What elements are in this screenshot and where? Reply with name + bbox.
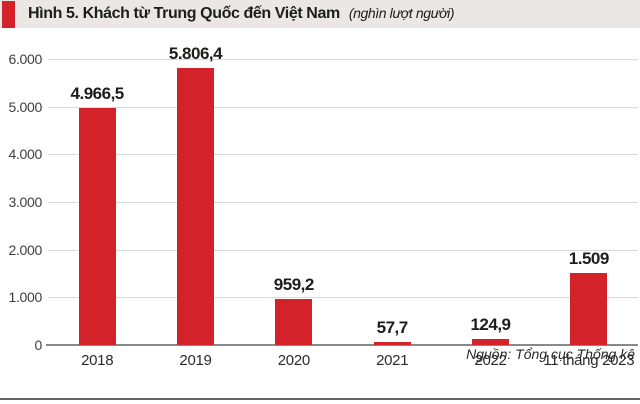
gridline (48, 154, 638, 156)
gridline (48, 297, 638, 299)
y-axis-tick-label: 5.000 (8, 98, 42, 115)
bar-value-label: 124,9 (470, 315, 511, 335)
x-axis-category-label: 2022 (474, 352, 507, 369)
source-note: Nguồn: Tổng cục Thống kê (466, 346, 635, 362)
gridline (48, 202, 638, 203)
y-axis-tick-label: 1.000 (8, 289, 42, 306)
bar-value-label: 57,7 (376, 318, 409, 338)
gridline (48, 249, 638, 251)
y-axis-tick-label: 6.000 (8, 51, 42, 67)
red-accent-block (2, 1, 15, 28)
gridline (48, 106, 638, 108)
x-axis-category-label: 2019 (179, 352, 212, 369)
bar (373, 342, 411, 345)
bar-value-label: 4.966,5 (70, 84, 125, 104)
y-axis-tick-label: 0 (34, 337, 43, 353)
y-axis-tick-label: 2.000 (8, 241, 42, 258)
figure-title: Hình 5. Khách từ Trung Quốc đến Việt Nam (28, 5, 340, 22)
x-axis-line (46, 344, 638, 346)
x-axis-category-label: 11 tháng 2023 (543, 352, 635, 369)
bottom-divider (0, 398, 640, 400)
bar-chart: 0 1.000 2.000 3.000 4.000 5.000 6.000 4.966,5 20… (0, 28, 640, 404)
bar (275, 299, 313, 345)
figure-header: Hình 5. Khách từ Trung Quốc đến Việt Nam… (0, 0, 640, 28)
y-axis-tick-label: 3.000 (8, 194, 42, 210)
bar (177, 68, 214, 345)
x-axis-category-label: 2021 (376, 352, 409, 369)
bar-value-label: 959,2 (273, 275, 315, 295)
bar (570, 273, 608, 345)
x-axis-category-label: 2018 (81, 352, 114, 369)
figure-unit-label: (nghìn lượt người) (348, 5, 455, 21)
bar-value-label: 5.806,4 (168, 44, 223, 64)
bar (78, 108, 116, 345)
gridline (48, 59, 638, 60)
y-axis-tick-label: 4.000 (8, 146, 42, 163)
bar (472, 339, 509, 345)
bar-value-label: 1.509 (568, 249, 610, 269)
x-axis-category-label: 2020 (277, 352, 310, 369)
figure-title-wrap: Hình 5. Khách từ Trung Quốc đến Việt Nam… (28, 5, 455, 23)
